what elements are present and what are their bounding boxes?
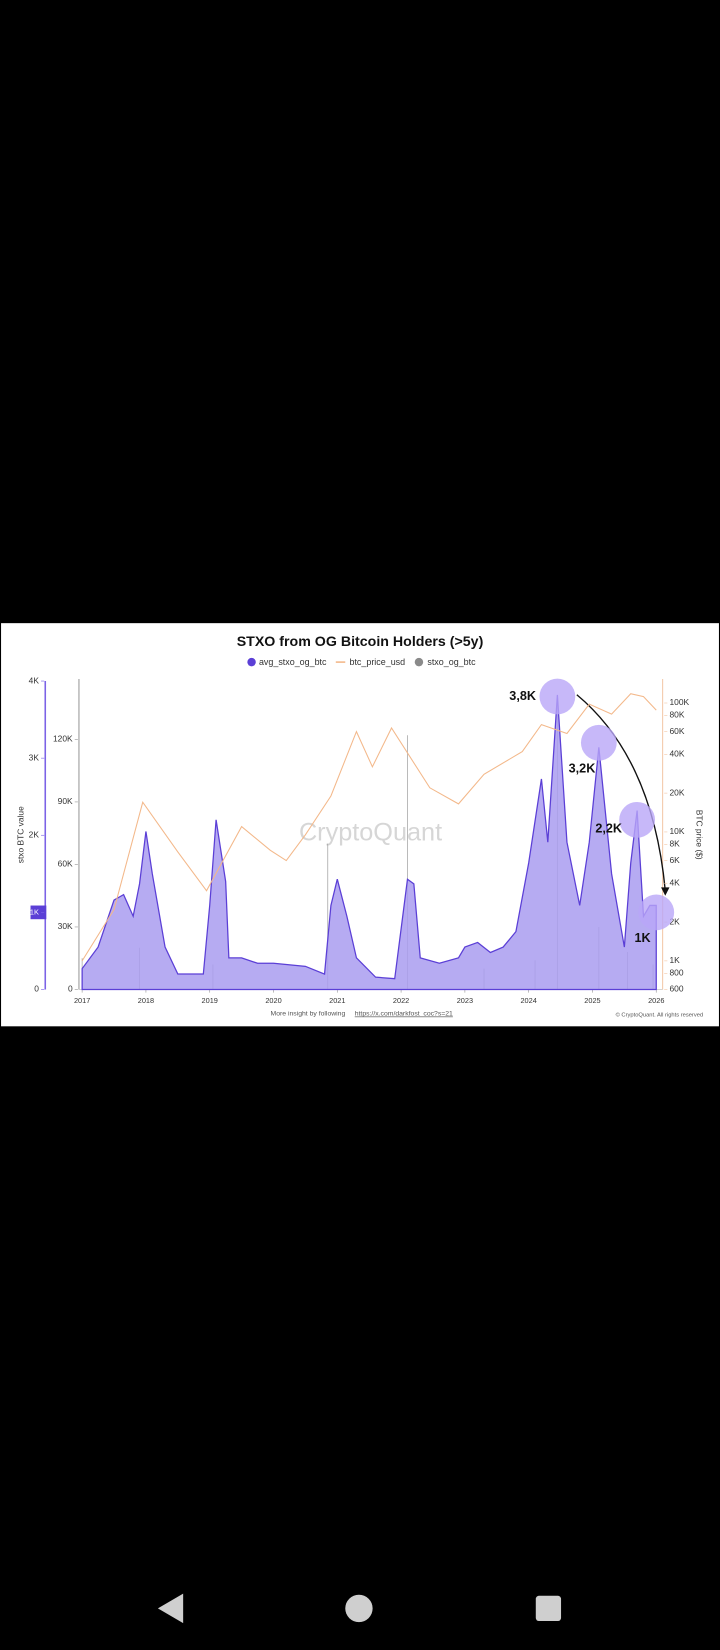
tick-label: 20K [669, 787, 684, 797]
x-tick-label: 2024 [520, 996, 536, 1005]
y-axis-title: stxo BTC value [15, 806, 25, 863]
x-tick-label: 2023 [457, 996, 473, 1005]
chart-title: STXO from OG Bitcoin Holders (>5y) [237, 634, 484, 650]
nav-recents[interactable] [535, 1595, 562, 1622]
tick-label: 60K [58, 859, 73, 869]
footer-link[interactable]: https://x.com/darkfost_coc?s=21 [355, 1010, 453, 1017]
legend-entry: stxo_og_btc [427, 657, 476, 667]
tick-label: 0 [34, 984, 39, 994]
tick-highlight [30, 905, 47, 920]
x-tick-label: 2021 [329, 996, 345, 1005]
tick-label: 4K [29, 675, 40, 685]
tick-label: 6K [669, 855, 680, 865]
annotation-label: 3,8K [509, 689, 536, 703]
trend-arrow [576, 694, 666, 891]
tick-label: 120K [53, 734, 73, 744]
tick-label: 3K [29, 752, 40, 762]
x-tick-label: 2022 [393, 996, 409, 1005]
copyright: © CryptoQuant. All rights reserved [616, 1011, 704, 1018]
tick-label: 800 [669, 968, 683, 978]
x-tick-label: 2025 [584, 996, 600, 1005]
annotation-label: 2,2K [595, 822, 622, 836]
tick-label: 2K [29, 829, 40, 839]
footer: More insight by following [271, 1010, 346, 1017]
annotation-circle [619, 801, 656, 838]
tick-label: 0 [68, 984, 73, 994]
nav-back[interactable] [157, 1593, 184, 1624]
legend-swatch [247, 657, 256, 667]
x-tick-label: 2019 [202, 996, 218, 1005]
tick-label: 30K [58, 921, 73, 931]
tick-label: 2K [669, 916, 680, 926]
annotation-circle [638, 894, 675, 931]
watermark: CryptoQuant [299, 818, 442, 846]
tick-label: 600 [669, 984, 683, 994]
annotation-circle [580, 724, 617, 761]
nav-home[interactable] [345, 1594, 373, 1623]
x-tick-label: 2018 [138, 996, 154, 1005]
legend-entry: btc_price_usd [349, 657, 405, 667]
x-tick-label: 2020 [265, 996, 281, 1005]
tick-label: 40K [669, 749, 684, 759]
y3-axis-title: BTC price ($) [695, 810, 705, 860]
x-tick-label: 2017 [74, 996, 90, 1005]
price-line [81, 693, 657, 962]
tick-label: 60K [669, 726, 684, 736]
legend-entry: avg_stxo_og_btc [259, 657, 327, 667]
legend-swatch [414, 657, 424, 667]
annotation-label: 3,2K [569, 761, 596, 775]
tick-label: 10K [669, 826, 684, 836]
tick-label: 80K [669, 710, 684, 720]
tick-label: 100K [669, 697, 689, 707]
tick-label: 90K [58, 796, 73, 806]
tick-label: 8K [669, 839, 680, 849]
tick-label: 1K [30, 907, 39, 916]
tick-label: 1K [669, 955, 680, 965]
annotation-label: 1K [634, 931, 650, 945]
tick-label: 4K [669, 877, 680, 887]
arrow-head [661, 887, 670, 896]
annotation-circle [539, 678, 576, 715]
x-tick-label: 2026 [648, 996, 664, 1005]
